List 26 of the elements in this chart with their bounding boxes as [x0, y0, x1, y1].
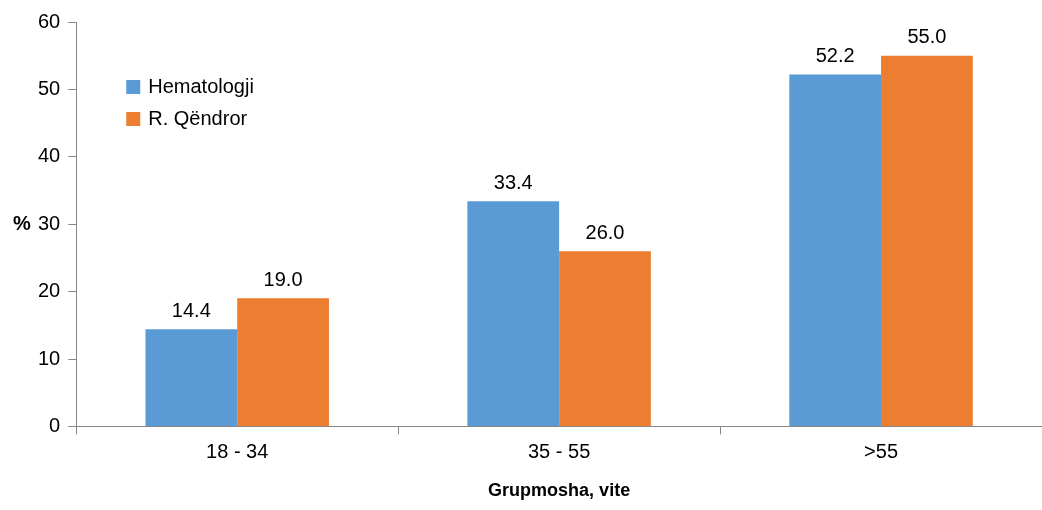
- data-label: 26.0: [585, 220, 625, 243]
- bar: [237, 298, 329, 426]
- data-label: 19.0: [263, 267, 303, 290]
- bar: [559, 251, 651, 426]
- legend-label: R. Qëndror: [148, 106, 248, 129]
- x-tick-label: >55: [864, 439, 899, 462]
- y-axis-title: %: [13, 211, 32, 234]
- legend-label: Hematologji: [148, 74, 254, 97]
- bar: [789, 74, 882, 426]
- y-tick-label: 0: [49, 413, 61, 436]
- y-tick-label: 50: [38, 76, 61, 99]
- y-tick-label: 40: [38, 144, 61, 167]
- data-label: 52.2: [815, 44, 855, 67]
- bar: [145, 329, 238, 426]
- x-axis-title: Grupmosha, vite: [488, 480, 631, 501]
- data-label: 14.4: [171, 298, 211, 321]
- bar: [881, 55, 973, 426]
- y-tick-label: 10: [38, 346, 61, 369]
- y-tick-label: 20: [38, 279, 61, 302]
- y-tick-label: 30: [38, 211, 61, 234]
- x-tick-label: 18 - 34: [206, 439, 269, 462]
- data-label: 55.0: [907, 25, 947, 48]
- x-tick-label: 35 - 55: [527, 439, 591, 462]
- bar: [467, 201, 560, 426]
- y-tick-label: 60: [38, 9, 61, 32]
- data-label: 33.4: [493, 170, 533, 193]
